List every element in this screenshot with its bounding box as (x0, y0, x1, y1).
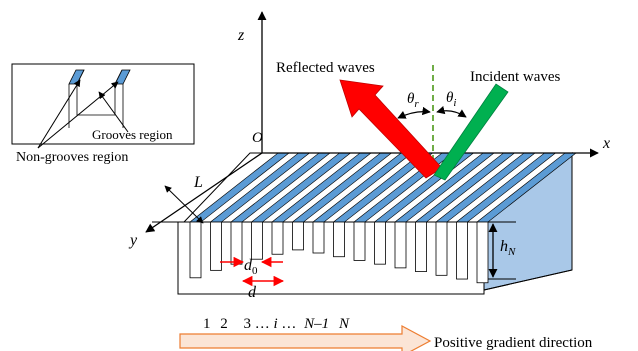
gradient-direction-label: Positive gradient direction (434, 335, 593, 351)
groove-slot (333, 221, 345, 258)
theta-r-arc (397, 106, 431, 119)
length-L-arrow (164, 185, 204, 224)
inset-frame (11, 63, 195, 145)
groove-slot (312, 221, 325, 254)
groove-slot (435, 221, 448, 276)
index-sequence: 1 2 3 … i … N–1 N (203, 316, 350, 332)
inset-nongrooves-label: Non-grooves region (16, 150, 128, 165)
d0-label: d0 (244, 257, 258, 277)
groove-slot (415, 221, 427, 272)
inset-grooves-label: Grooves region (92, 127, 173, 142)
y-axis-label: y (128, 232, 138, 249)
hN-label: hN (500, 238, 516, 258)
reflected-wave-arrow (339, 79, 443, 179)
incident-waves-label: Incident waves (470, 69, 561, 85)
groove-slot (353, 221, 366, 261)
groove-slot (189, 221, 202, 279)
groove-slot (476, 221, 489, 284)
groove-slot (292, 221, 304, 251)
slab-front-face (177, 221, 485, 295)
inset-nongrooves-pointer-b (37, 81, 119, 149)
inset-grooves-pointer (98, 91, 129, 133)
theta-r-label: θr (407, 91, 419, 110)
incident-wave-arrow (433, 83, 509, 181)
reflected-waves-label: Reflected waves (276, 60, 375, 76)
length-L-label: L (193, 174, 203, 191)
groove-slot (251, 221, 263, 260)
inset-nongrooves-pointer-a (37, 79, 81, 149)
origin-label: O (252, 130, 263, 146)
slab (152, 151, 577, 295)
slab-bottom-edge (483, 269, 573, 291)
groove-slot (210, 221, 222, 271)
gradient-arrow-group: 1 2 3 … i … N–1 N Positive gradient dire… (179, 316, 593, 351)
groove-slot (271, 221, 284, 255)
x-axis-label: x (602, 135, 610, 152)
d-label: d (248, 284, 257, 301)
groove-slot (394, 221, 407, 269)
theta-i-arc (436, 105, 467, 118)
waves: Reflected waves Incident waves θr θi (276, 60, 561, 181)
groove-slot (230, 221, 243, 265)
dimensions: L d0 d hN (164, 174, 516, 301)
inset-box: Grooves region Non-grooves region (11, 63, 195, 165)
z-axis-label: z (237, 27, 245, 44)
groove-slot (456, 221, 468, 280)
theta-i-label: θi (446, 90, 456, 109)
gradient-arrow (179, 324, 432, 351)
groove-slot (374, 221, 386, 265)
